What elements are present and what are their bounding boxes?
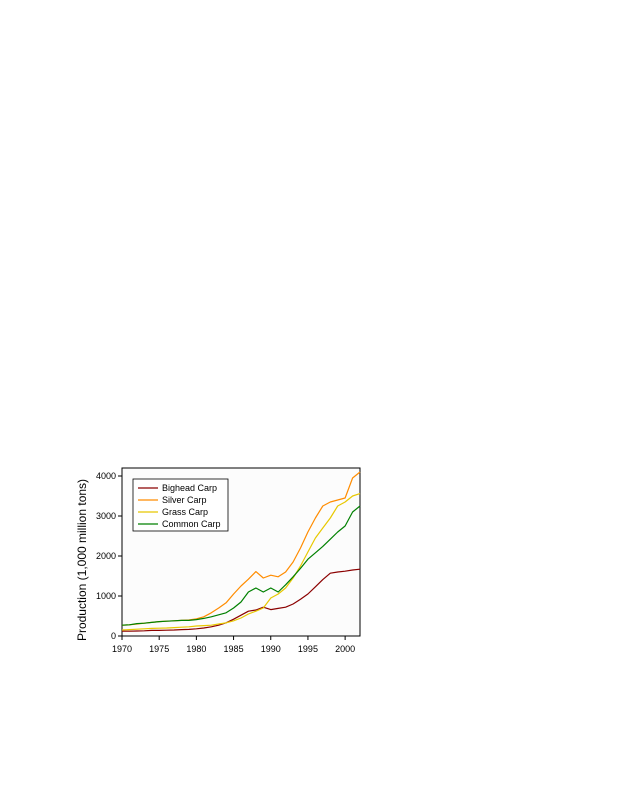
legend-items: Bighead Carp Silver Carp Grass Carp Common …: [138, 483, 221, 529]
x-tick-label: 1980: [186, 644, 206, 654]
y-tick-label: 0: [111, 631, 116, 641]
y-tick-label: 2000: [96, 551, 116, 561]
y-tick-label: 3000: [96, 511, 116, 521]
x-tick-label: 1995: [298, 644, 318, 654]
x-tick-label: 1990: [261, 644, 281, 654]
y-axis: 0 1000 2000 3000 4000: [96, 471, 122, 641]
legend-label: Silver Carp: [162, 495, 207, 505]
x-tick-label: 1970: [112, 644, 132, 654]
series-layer: [121, 471, 361, 632]
y-tick-label: 4000: [96, 471, 116, 481]
x-tick-label: 2000: [335, 644, 355, 654]
legend-label: Bighead Carp: [162, 483, 217, 493]
y-axis-label: Production (1,000 million tons): [75, 479, 89, 641]
x-tick-label: 1975: [149, 644, 169, 654]
y-tick-label: 1000: [96, 591, 116, 601]
legend-label: Grass Carp: [162, 507, 208, 517]
x-tick-label: 1985: [224, 644, 244, 654]
series-line-3: [121, 505, 361, 626]
series-line-2: [121, 493, 361, 631]
x-axis: 1970 1975 1980 1985 1990 1995 2000: [112, 636, 355, 654]
legend-label: Common Carp: [162, 519, 221, 529]
series-line-0: [122, 568, 361, 632]
legend: Bighead Carp Silver Carp Grass Carp Common …: [132, 478, 229, 532]
